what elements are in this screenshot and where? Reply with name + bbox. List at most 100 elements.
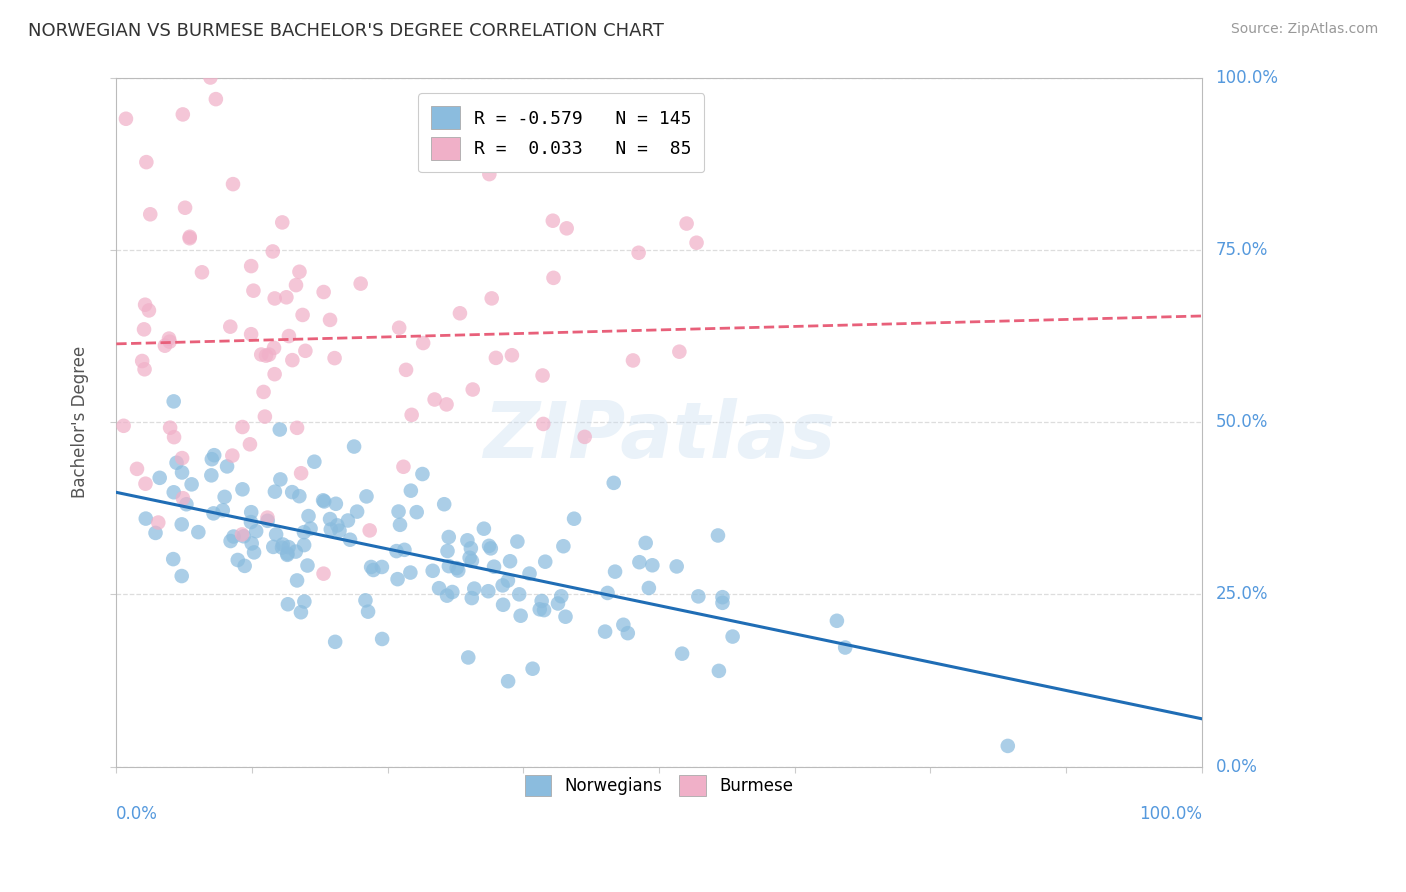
- Point: [360, 560, 382, 574]
- Point: [371, 632, 394, 646]
- Point: [596, 586, 619, 600]
- Point: [200, 70, 222, 85]
- Point: [254, 349, 277, 363]
- Point: [253, 409, 276, 424]
- Text: NORWEGIAN VS BURMESE BACHELOR'S DEGREE CORRELATION CHART: NORWEGIAN VS BURMESE BACHELOR'S DEGREE C…: [28, 22, 664, 40]
- Point: [387, 572, 409, 586]
- Point: [314, 494, 336, 508]
- Point: [222, 177, 245, 191]
- Point: [460, 541, 482, 556]
- Point: [506, 534, 529, 549]
- Point: [433, 497, 456, 511]
- Point: [496, 674, 519, 689]
- Point: [281, 485, 304, 500]
- Point: [437, 530, 460, 544]
- Point: [617, 626, 640, 640]
- Point: [172, 491, 194, 506]
- Point: [231, 483, 253, 497]
- Point: [153, 339, 176, 353]
- Point: [688, 590, 710, 604]
- Point: [277, 540, 299, 554]
- Point: [179, 231, 201, 245]
- Point: [263, 367, 285, 381]
- Point: [277, 329, 299, 343]
- Point: [485, 351, 508, 365]
- Point: [269, 472, 291, 486]
- Point: [148, 516, 170, 530]
- Point: [531, 368, 554, 383]
- Point: [354, 593, 377, 607]
- Point: [574, 430, 596, 444]
- Point: [131, 354, 153, 368]
- Point: [499, 554, 522, 568]
- Point: [112, 418, 135, 433]
- Point: [172, 451, 194, 466]
- Point: [263, 341, 285, 355]
- Point: [457, 650, 479, 665]
- Point: [170, 517, 193, 532]
- Text: Source: ZipAtlas.com: Source: ZipAtlas.com: [1230, 22, 1378, 37]
- Point: [665, 559, 688, 574]
- Point: [533, 603, 555, 617]
- Point: [281, 353, 304, 368]
- Point: [240, 536, 263, 550]
- Point: [135, 155, 157, 169]
- Point: [423, 392, 446, 407]
- Point: [288, 265, 311, 279]
- Point: [529, 602, 551, 616]
- Point: [436, 397, 458, 411]
- Point: [250, 347, 273, 361]
- Point: [149, 471, 172, 485]
- Point: [385, 544, 408, 558]
- Point: [671, 647, 693, 661]
- Point: [328, 524, 350, 538]
- Point: [436, 589, 458, 603]
- Point: [200, 468, 222, 483]
- Point: [675, 217, 697, 231]
- Point: [555, 221, 578, 235]
- Point: [461, 554, 484, 568]
- Point: [603, 565, 626, 579]
- Point: [501, 348, 523, 362]
- Text: 50.0%: 50.0%: [1216, 413, 1268, 431]
- Text: 75.0%: 75.0%: [1216, 241, 1268, 259]
- Point: [350, 277, 373, 291]
- Point: [145, 525, 167, 540]
- Point: [269, 423, 291, 437]
- Point: [479, 541, 502, 556]
- Point: [172, 107, 194, 121]
- Point: [263, 292, 285, 306]
- Point: [312, 566, 335, 581]
- Y-axis label: Bachelor's Degree: Bachelor's Degree: [72, 346, 89, 498]
- Point: [346, 505, 368, 519]
- Point: [262, 540, 284, 554]
- Point: [641, 558, 664, 573]
- Point: [231, 420, 253, 434]
- Point: [297, 558, 319, 573]
- Point: [394, 542, 416, 557]
- Point: [482, 559, 505, 574]
- Point: [271, 541, 294, 555]
- Point: [405, 505, 427, 519]
- Text: 0.0%: 0.0%: [1216, 757, 1257, 775]
- Point: [399, 483, 422, 498]
- Point: [530, 594, 553, 608]
- Point: [707, 528, 730, 542]
- Point: [187, 525, 209, 540]
- Point: [628, 555, 651, 569]
- Point: [401, 408, 423, 422]
- Text: 100.0%: 100.0%: [1216, 69, 1278, 87]
- Point: [276, 547, 298, 561]
- Point: [180, 477, 202, 491]
- Text: 0.0%: 0.0%: [117, 805, 159, 823]
- Point: [343, 440, 366, 454]
- Point: [319, 313, 342, 327]
- Point: [242, 284, 264, 298]
- Point: [721, 630, 744, 644]
- Point: [492, 598, 515, 612]
- Point: [711, 590, 734, 604]
- Point: [256, 510, 278, 524]
- Point: [411, 467, 433, 481]
- Point: [637, 581, 659, 595]
- Point: [174, 201, 197, 215]
